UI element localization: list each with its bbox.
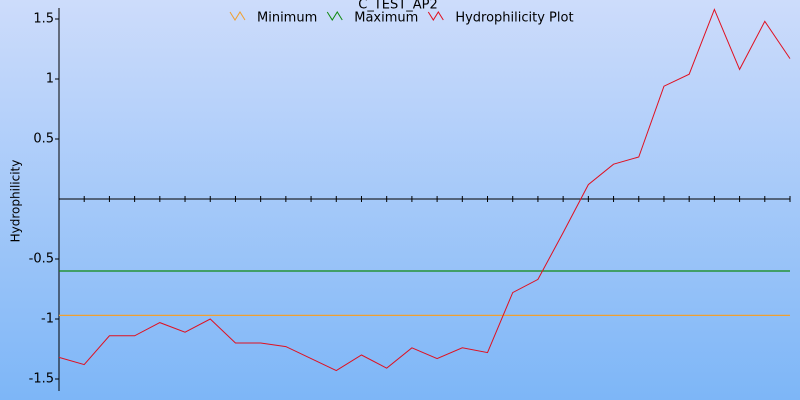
- y-tick-label: 0.5: [33, 132, 54, 147]
- legend-label: Maximum: [354, 11, 418, 26]
- plot-line: [58, 8, 791, 372]
- legend-label: Minimum: [257, 11, 317, 26]
- y-tick-label: -0.5: [29, 252, 54, 267]
- chart-title: C_TEST_AP2: [358, 0, 437, 13]
- y-axis-label: Hydrophilicity: [9, 160, 23, 243]
- y-tick-label: 1: [46, 72, 54, 87]
- y-tick-label: 1.5: [33, 12, 54, 27]
- legend-icon: [427, 11, 444, 21]
- legend-label: Hydrophilicity Plot: [455, 11, 573, 26]
- y-tick-label: -1: [41, 312, 54, 327]
- y-tick-label: -1.5: [29, 372, 54, 387]
- legend-icon: [229, 11, 246, 21]
- legend-icon: [326, 11, 343, 21]
